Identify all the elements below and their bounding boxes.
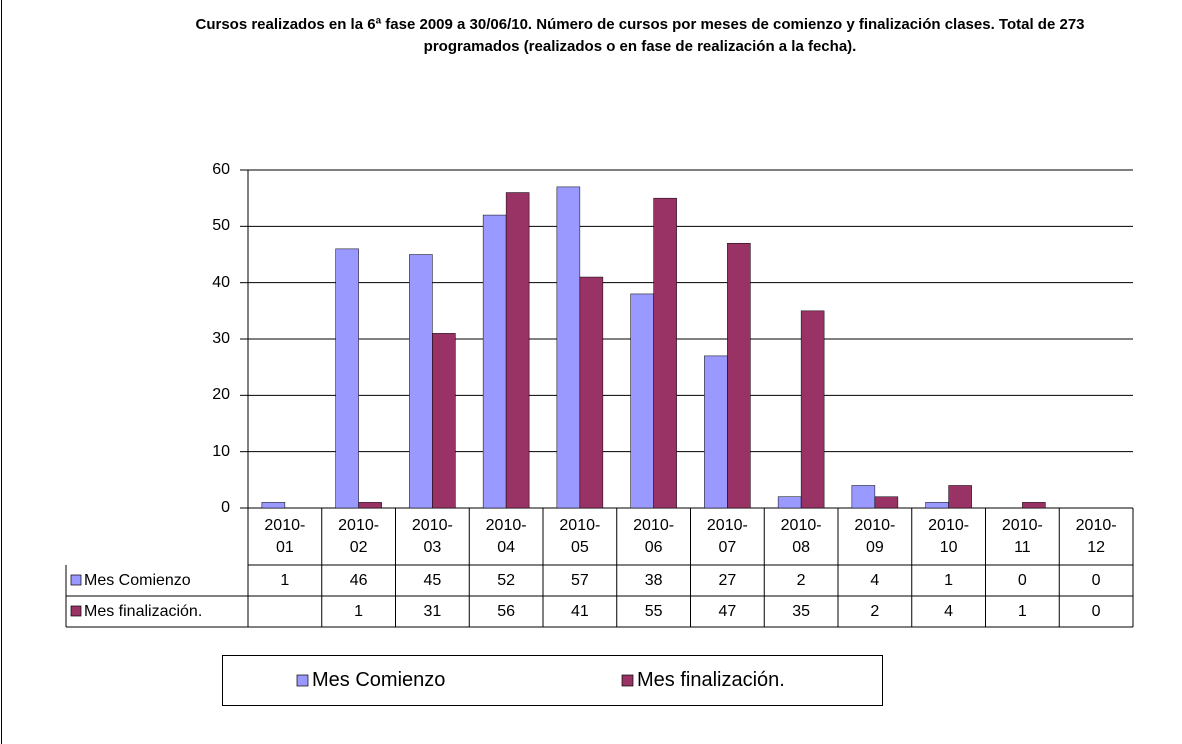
table-value: 1 <box>944 571 954 589</box>
x-tick-label: 2010-05 <box>559 516 601 556</box>
legend-label: Mes Comienzo <box>312 669 446 691</box>
table-series-label: Mes Comienzo <box>84 571 191 589</box>
x-tick-label: 2010-10 <box>928 516 970 556</box>
bar <box>948 485 972 509</box>
y-tick-label: 30 <box>212 330 230 347</box>
chart-title: Cursos realizados en la 6ª fase 2009 a 3… <box>195 16 1085 55</box>
bar <box>851 485 876 509</box>
y-tick-label: 50 <box>212 217 230 235</box>
bar <box>261 502 286 509</box>
table-value: 0 <box>1017 571 1027 589</box>
table-value: 0 <box>1091 571 1101 589</box>
legend-key <box>621 674 634 687</box>
table-value: 35 <box>792 602 811 620</box>
legend-key <box>296 674 309 687</box>
table-value <box>248 596 322 627</box>
bar <box>409 254 433 509</box>
table-value: 1 <box>280 571 290 589</box>
table-value: 38 <box>644 571 663 589</box>
bar <box>482 214 507 509</box>
table-value: 4 <box>944 602 954 620</box>
legend-label: Mes finalización. <box>637 669 785 691</box>
table-value: 45 <box>423 571 442 589</box>
x-tick-label: 2010-09 <box>854 516 896 556</box>
y-tick-label: 20 <box>212 386 230 404</box>
table-value: 31 <box>423 602 442 620</box>
table-value: 46 <box>349 571 368 589</box>
bar <box>704 355 728 509</box>
table-value: 41 <box>570 602 589 620</box>
x-tick-label: 2010-06 <box>633 516 675 556</box>
x-tick-label: 2010-08 <box>780 516 822 556</box>
x-tick-label: 2010-12 <box>1075 516 1117 556</box>
bar <box>432 333 456 509</box>
table-value: 56 <box>497 602 516 620</box>
table-value: 4 <box>870 571 880 589</box>
x-tick-label: 2010-03 <box>411 516 453 556</box>
table-value: 57 <box>570 571 589 589</box>
table-value: 1 <box>1017 602 1027 620</box>
x-tick-label: 2010-07 <box>706 516 748 556</box>
bar <box>579 276 604 509</box>
bar <box>800 310 825 509</box>
x-tick-label: 2010-11 <box>1001 516 1043 556</box>
legend-key <box>70 605 82 617</box>
table-value: 47 <box>718 602 737 620</box>
legend-key <box>70 574 82 586</box>
legend-box <box>222 655 883 706</box>
bar <box>358 502 382 509</box>
x-tick-label: 2010-01 <box>264 516 306 556</box>
bar <box>335 248 359 509</box>
x-tick-label: 2010-04 <box>485 516 527 556</box>
bar <box>653 197 677 509</box>
table-value: 0 <box>1091 602 1101 620</box>
y-tick-label: 40 <box>212 273 230 291</box>
bar <box>874 496 899 509</box>
y-tick-label: 60 <box>212 161 230 178</box>
table-value: 55 <box>644 602 663 620</box>
bar <box>556 186 581 509</box>
y-tick-label: 10 <box>212 442 230 460</box>
y-tick-label: 0 <box>221 499 230 516</box>
table-series-label: Mes finalización. <box>84 602 203 620</box>
table-value: 52 <box>497 571 516 589</box>
bar <box>777 496 802 509</box>
bar <box>727 242 751 509</box>
table-value: 2 <box>870 602 880 620</box>
bar <box>630 293 654 509</box>
x-tick-label: 2010-02 <box>338 516 380 556</box>
bar <box>505 192 530 509</box>
table-value: 1 <box>354 602 364 620</box>
table-value: 2 <box>796 571 806 589</box>
table-value: 27 <box>718 571 737 589</box>
bar <box>1022 502 1046 509</box>
